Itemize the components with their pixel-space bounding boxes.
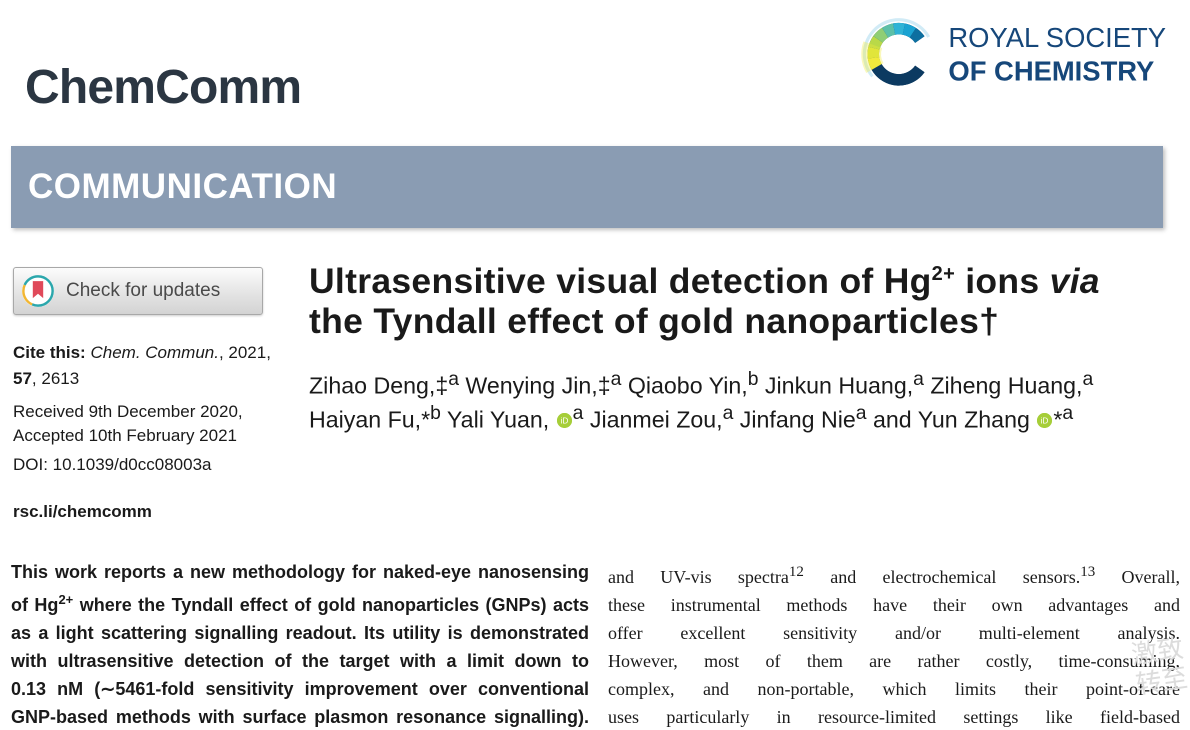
svg-text:iD: iD bbox=[560, 417, 568, 426]
svg-text:ROYAL SOCIETY: ROYAL SOCIETY bbox=[948, 22, 1166, 53]
svg-text:iD: iD bbox=[1041, 417, 1049, 426]
svg-text:OF CHEMISTRY: OF CHEMISTRY bbox=[948, 55, 1154, 86]
